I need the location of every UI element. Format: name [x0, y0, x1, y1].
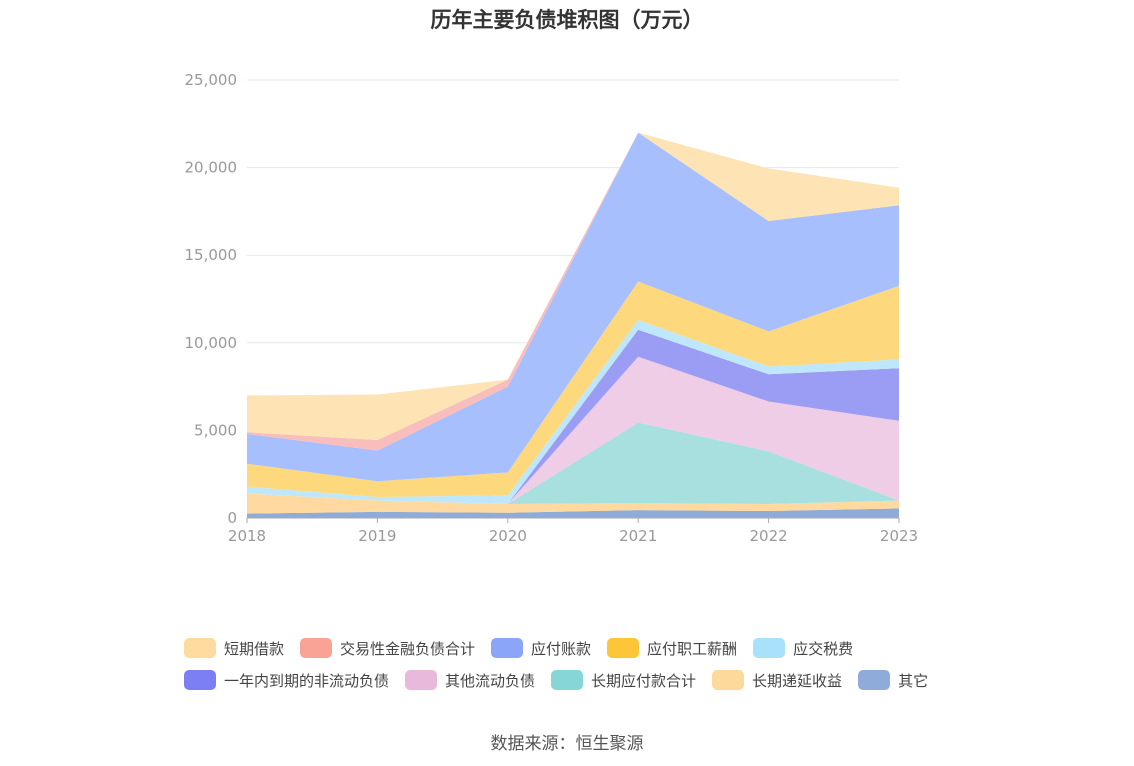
legend-item[interactable]: 应付职工薪酬	[607, 638, 737, 659]
legend-label: 短期借款	[224, 639, 285, 658]
legend-swatch	[184, 670, 216, 690]
legend-swatch	[712, 670, 745, 690]
legend-swatch	[491, 638, 524, 658]
legend-item[interactable]: 应交税费	[753, 638, 853, 659]
y-tick-label: 10,000	[185, 334, 238, 352]
legend-label: 交易性金融负债合计	[340, 639, 476, 658]
legend-swatch	[184, 638, 216, 658]
area-series	[247, 132, 899, 440]
legend-swatch	[607, 638, 640, 658]
area-series	[247, 493, 899, 514]
legend-label: 其他流动负债	[445, 671, 536, 690]
legend-label: 应付账款	[531, 639, 592, 658]
legend-swatch	[858, 670, 891, 690]
legend-swatch	[300, 638, 333, 658]
area-series	[247, 281, 899, 497]
legend-item[interactable]: 长期递延收益	[712, 670, 842, 691]
area-series	[247, 320, 899, 504]
area-series	[247, 132, 899, 482]
legend-item[interactable]: 其它	[858, 670, 928, 691]
x-tick-label: 2018	[228, 527, 266, 545]
x-tick-label: 2023	[880, 527, 918, 545]
y-tick-label: 5,000	[194, 421, 237, 439]
legend-item[interactable]: 交易性金融负债合计	[300, 638, 475, 659]
legend-item[interactable]: 应付账款	[491, 638, 591, 659]
legend-label: 应付职工薪酬	[647, 639, 738, 658]
legend-label: 长期应付款合计	[591, 671, 697, 690]
legend-item[interactable]: 一年内到期的非流动负债	[184, 670, 389, 691]
stacked-area-chart: 0 5,000 10,000 15,000 20,000 25,000 2018 2019 20…	[185, 71, 919, 545]
y-tick-label: 20,000	[185, 159, 238, 177]
area-series	[247, 508, 899, 518]
legend-item[interactable]: 长期应付款合计	[551, 670, 696, 691]
legend: 短期借款 交易性金融负债合计 应付账款 应付职工薪酬 应交税费 一年内到期的非流动负债 其…	[184, 632, 1004, 696]
legend-label: 长期递延收益	[752, 671, 843, 690]
legend-item[interactable]: 其他流动负债	[405, 670, 535, 691]
y-tick-label: 0	[227, 509, 237, 527]
legend-swatch	[405, 670, 438, 690]
y-tick-label: 15,000	[185, 246, 238, 264]
legend-swatch	[551, 670, 584, 690]
legend-item[interactable]: 短期借款	[184, 638, 284, 659]
x-tick-label: 2021	[619, 527, 657, 545]
legend-row-2: 一年内到期的非流动负债 其他流动负债 长期应付款合计 长期递延收益 其它	[184, 664, 1004, 696]
x-tick-label: 2020	[489, 527, 527, 545]
legend-row-1: 短期借款 交易性金融负债合计 应付账款 应付职工薪酬 应交税费	[184, 632, 1004, 664]
x-tick-label: 2022	[750, 527, 788, 545]
y-tick-label: 25,000	[185, 71, 238, 89]
legend-label: 一年内到期的非流动负债	[224, 671, 390, 690]
chart-title: 历年主要负债堆积图（万元）	[430, 8, 704, 32]
legend-label: 应交税费	[793, 639, 854, 658]
x-tick-label: 2019	[358, 527, 396, 545]
legend-swatch	[753, 638, 786, 658]
legend-label: 其它	[898, 671, 929, 690]
data-source-note: 数据来源：恒生聚源	[490, 734, 644, 754]
